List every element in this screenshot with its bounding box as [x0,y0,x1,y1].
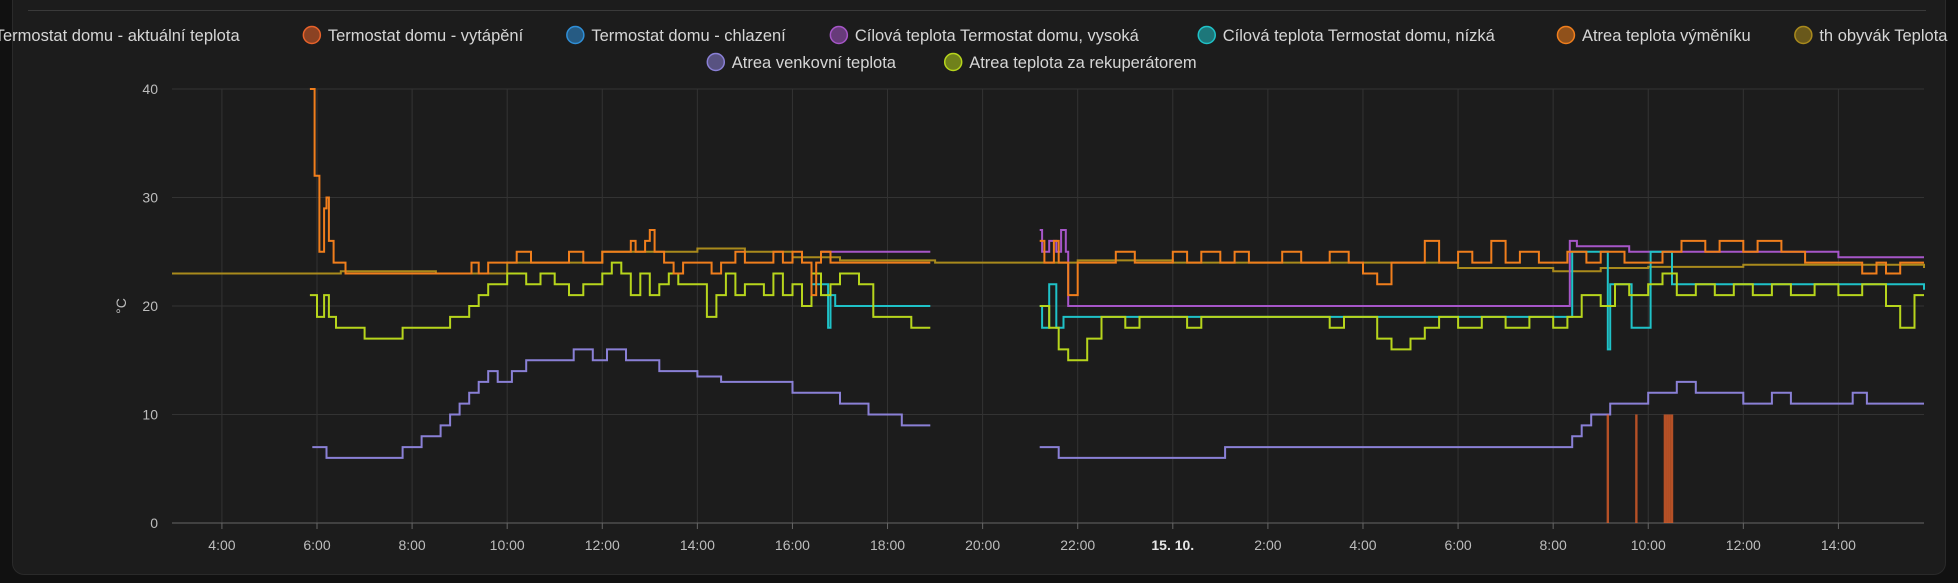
legend-label: Atrea teplota za rekuperátorem [969,54,1196,72]
legend-swatch [302,25,322,45]
x-tick-label: 6:00 [303,537,330,553]
card-divider [28,10,1926,11]
x-tick-label: 8:00 [398,537,425,553]
legend-swatch [1794,25,1813,45]
y-tick-label: 30 [142,190,158,206]
series-line-5[interactable] [309,88,1924,297]
legend-item-0[interactable]: Termostat domu - aktuální teplota [0,27,240,46]
legend-swatch [829,25,849,45]
heating-bar[interactable] [1668,414,1671,524]
series-line-8[interactable] [309,261,1924,362]
x-tick-label: 22:00 [1060,537,1095,553]
legend-label: th obyvák Teplota [1819,27,1948,45]
x-tick-label: 6:00 [1444,537,1471,553]
x-tick-label: 10:00 [1631,537,1666,553]
series-line-4[interactable] [811,250,1925,351]
x-tick-label: 12:00 [585,537,620,553]
legend-label: Cílová teplota Termostat domu, nízká [1223,27,1496,45]
x-tick-label: 10:00 [490,537,525,553]
legend-label: Cílová teplota Termostat domu, vysoká [855,27,1140,45]
chart-card [12,0,1946,575]
series-layer [172,88,1925,524]
x-axis: 4:00 6:00 8:00 10:00 12:00 14:00 16:00 18:00 20:… [172,522,1924,553]
y-axis: 0 10 20 30 40 °C [113,81,158,531]
legend-item-3[interactable]: Cílová teplota Termostat domu, vysoká [829,25,1140,46]
legend-label: Atrea teplota výměníku [1582,27,1751,45]
x-tick-label: 18:00 [870,537,905,553]
x-tick-label: 4:00 [1349,537,1376,553]
legend-item-4[interactable]: Cílová teplota Termostat domu, nízká [1197,25,1496,46]
x-tick-label: 12:00 [1726,537,1761,553]
legend-label: Termostat domu - aktuální teplota [0,27,240,45]
legend-item-1[interactable]: Termostat domu - vytápění [302,25,524,46]
y-tick-label: 0 [150,515,158,531]
y-axis-label: °C [113,298,129,314]
x-tick-label: 20:00 [965,537,1000,553]
legend-swatch [1197,25,1216,45]
x-tick-label: 4:00 [208,537,235,553]
legend-label: Termostat domu - chlazení [591,27,786,45]
y-tick-label: 10 [142,407,158,423]
x-tick-label: 14:00 [680,537,715,553]
series-line-7[interactable] [312,348,1924,459]
legend-swatch [566,25,585,45]
x-tick-label: 15. 10. [1151,537,1194,553]
series-line-6[interactable] [172,247,1925,275]
heating-bar[interactable] [1606,414,1610,524]
legend-swatch [706,52,726,72]
legend-label: Termostat domu - vytápění [328,27,524,45]
legend-item-5[interactable]: Atrea teplota výměníku [1556,25,1751,46]
legend-item-2[interactable]: Termostat domu - chlazení [566,25,786,46]
legend-item-7[interactable]: Atrea venkovní teplota [706,52,897,73]
legend-label: Atrea venkovní teplota [732,54,897,72]
x-tick-label: 8:00 [1540,537,1567,553]
y-tick-label: 20 [142,298,158,314]
legend-swatch [1556,25,1576,45]
heating-bar[interactable] [1670,414,1674,524]
legend-swatch [943,52,963,72]
x-tick-label: 2:00 [1254,537,1281,553]
legend-item-6[interactable]: th obyvák Teplota [1794,25,1948,46]
x-tick-label: 14:00 [1821,537,1856,553]
legend-item-8[interactable]: Atrea teplota za rekuperátorem [943,52,1197,73]
heating-bar[interactable] [1663,414,1667,524]
heating-bar[interactable] [1666,414,1669,524]
y-tick-label: 40 [142,81,158,97]
heating-bar[interactable] [1635,414,1638,524]
x-tick-label: 16:00 [775,537,810,553]
legend: Termostat domu - aktuální teplota Termost… [0,25,1948,73]
